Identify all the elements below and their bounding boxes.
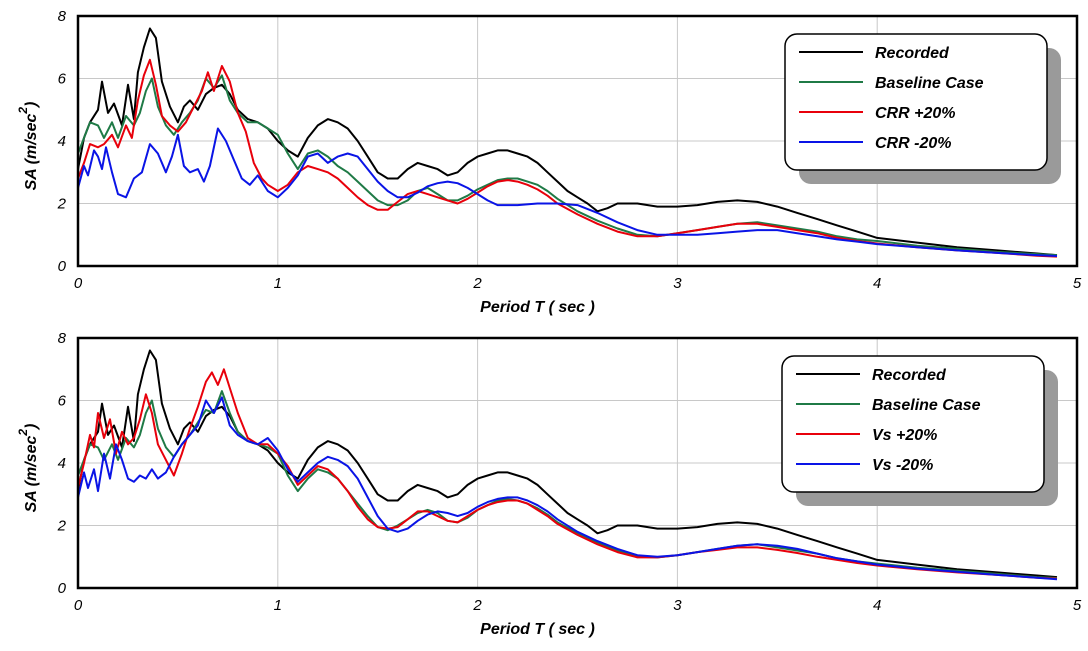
legend-label: Recorded [872,367,947,384]
legend-label: Vs -20% [872,457,933,474]
x-tick-label: 3 [673,597,682,614]
y-tick-label: 6 [58,71,67,88]
y-tick-label: 4 [58,455,66,472]
x-tick-label: 5 [1073,597,1082,614]
x-tick-label: 4 [873,275,881,292]
x-tick-label: 5 [1073,275,1082,292]
y-tick-label: 6 [58,393,67,410]
series-line-vs-20- [77,396,1058,581]
y-tick-label: 8 [58,330,67,347]
legend-label: CRR -20% [875,135,951,152]
legend-label: Baseline Case [872,397,981,414]
y-axis-label: SA (m/sec2) [16,102,40,191]
y-tick-label: 4 [58,133,66,150]
y-tick-label: 2 [57,518,67,535]
x-tick-label: 2 [472,275,482,292]
legend-box [781,355,1045,493]
legend-label: CRR +20% [875,105,955,122]
series-line-recorded [77,27,1058,257]
legend: Recorded Baseline Case CRR +20% CRR -20% [784,33,1061,184]
y-tick-label: 2 [57,196,67,213]
legend-label: Baseline Case [875,75,984,92]
series-line-crr-20- [77,58,1058,258]
y-axis-label: SA (m/sec2) [16,424,40,513]
x-tick-label: 2 [472,597,482,614]
x-tick-label: 0 [74,597,83,614]
legend: Recorded Baseline Case Vs +20% Vs -20% [781,355,1058,506]
x-axis-label: Period T ( sec ) [480,621,595,638]
top-chart: 0 1 2 3 4 5 0 2 4 6 8 Period T ( sec ) SA (m/sec2) Re… [16,8,1082,316]
x-tick-label: 1 [274,275,282,292]
plot-frame [76,336,1079,590]
x-tick-label: 3 [673,275,682,292]
y-tick-label: 0 [58,580,67,597]
y-tick-label: 0 [58,258,67,275]
x-tick-label: 0 [74,275,83,292]
x-tick-label: 1 [274,597,282,614]
x-axis-label: Period T ( sec ) [480,299,595,316]
bottom-chart: 0 1 2 3 4 5 0 2 4 6 8 Period T ( sec ) SA (m/sec2) Re… [16,330,1082,638]
legend-label: Vs +20% [872,427,937,444]
legend-label: Recorded [875,45,950,62]
series-line-crr-20- [77,127,1058,257]
x-tick-label: 4 [873,597,881,614]
legend-box [784,33,1048,171]
y-tick-label: 8 [58,8,67,25]
plot-frame [76,14,1079,268]
series-line-recorded [77,349,1058,579]
